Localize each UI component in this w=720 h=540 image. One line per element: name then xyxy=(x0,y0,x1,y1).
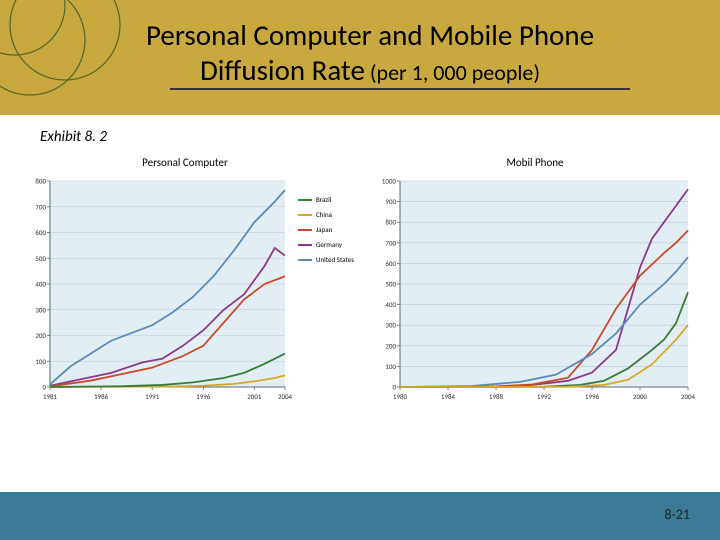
svg-text:1981: 1981 xyxy=(43,392,58,401)
legend-label: Brazil xyxy=(316,195,331,204)
svg-text:400: 400 xyxy=(385,300,396,309)
chart-mobile: Mobil Phone 0 100 200 300 400 500 600 700 800 900… xyxy=(370,156,700,405)
svg-text:300: 300 xyxy=(385,321,396,330)
svg-text:1988: 1988 xyxy=(489,392,504,401)
svg-text:700: 700 xyxy=(35,202,46,211)
chart-legend: Brazil China Japan Germany United States xyxy=(298,195,354,270)
chart-mobile-title: Mobil Phone xyxy=(370,156,700,169)
svg-text:900: 900 xyxy=(385,197,396,206)
title-line2-strong: Diffusion Rate xyxy=(200,52,365,88)
svg-text:1992: 1992 xyxy=(537,392,552,401)
svg-text:200: 200 xyxy=(385,341,396,350)
svg-text:400: 400 xyxy=(35,280,46,289)
svg-text:500: 500 xyxy=(385,280,396,289)
svg-text:1991: 1991 xyxy=(145,392,160,401)
svg-text:0: 0 xyxy=(42,383,46,392)
svg-text:500: 500 xyxy=(35,254,46,263)
legend-item-united_states: United States xyxy=(298,255,354,264)
legend-label: China xyxy=(316,210,332,219)
svg-text:100: 100 xyxy=(385,362,396,371)
title-underline xyxy=(170,88,630,90)
legend-swatch xyxy=(298,199,312,201)
legend-label: Germany xyxy=(316,240,342,249)
legend-item-brazil: Brazil xyxy=(298,195,354,204)
svg-text:2001: 2001 xyxy=(247,392,262,401)
svg-text:2004: 2004 xyxy=(278,392,293,401)
svg-text:1996: 1996 xyxy=(585,392,600,401)
svg-text:600: 600 xyxy=(385,259,396,268)
svg-text:1996: 1996 xyxy=(196,392,211,401)
svg-text:1000: 1000 xyxy=(382,177,397,186)
chart-pc-title: Personal Computer xyxy=(20,156,350,169)
exhibit-label: Exhibit 8. 2 xyxy=(40,128,107,146)
title-line1: Personal Computer and Mobile Phone xyxy=(146,17,594,53)
page-number: 8-21 xyxy=(664,506,690,523)
legend-label: Japan xyxy=(316,225,332,234)
svg-text:1986: 1986 xyxy=(94,392,109,401)
svg-text:2000: 2000 xyxy=(633,392,648,401)
slide-title: Personal Computer and Mobile Phone Diffu… xyxy=(50,18,690,90)
svg-text:100: 100 xyxy=(35,357,46,366)
legend-label: United States xyxy=(316,255,354,264)
svg-text:200: 200 xyxy=(35,331,46,340)
svg-text:800: 800 xyxy=(35,177,46,186)
svg-text:300: 300 xyxy=(35,305,46,314)
chart-mobile-svg: 0 100 200 300 400 500 600 700 800 900 1000 1980 1984… xyxy=(370,175,700,405)
chart-pc: Personal Computer 0 100 200 300 400 500 600 700… xyxy=(20,156,350,405)
footer-band: 8-21 xyxy=(0,492,720,540)
legend-item-china: China xyxy=(298,210,354,219)
legend-swatch xyxy=(298,214,312,216)
svg-text:1984: 1984 xyxy=(441,392,456,401)
svg-text:700: 700 xyxy=(385,238,396,247)
legend-item-japan: Japan xyxy=(298,225,354,234)
title-line2-rest: (per 1, 000 people) xyxy=(365,59,540,86)
svg-text:800: 800 xyxy=(385,218,396,227)
svg-text:2004: 2004 xyxy=(681,392,696,401)
svg-text:600: 600 xyxy=(35,228,46,237)
charts-row: Personal Computer 0 100 200 300 400 500 600 700… xyxy=(20,156,700,405)
svg-text:1980: 1980 xyxy=(393,392,408,401)
legend-swatch xyxy=(298,244,312,246)
svg-text:0: 0 xyxy=(392,383,396,392)
legend-item-germany: Germany xyxy=(298,240,354,249)
legend-swatch xyxy=(298,229,312,231)
header-band: Personal Computer and Mobile Phone Diffu… xyxy=(0,0,720,115)
legend-swatch xyxy=(298,259,312,261)
